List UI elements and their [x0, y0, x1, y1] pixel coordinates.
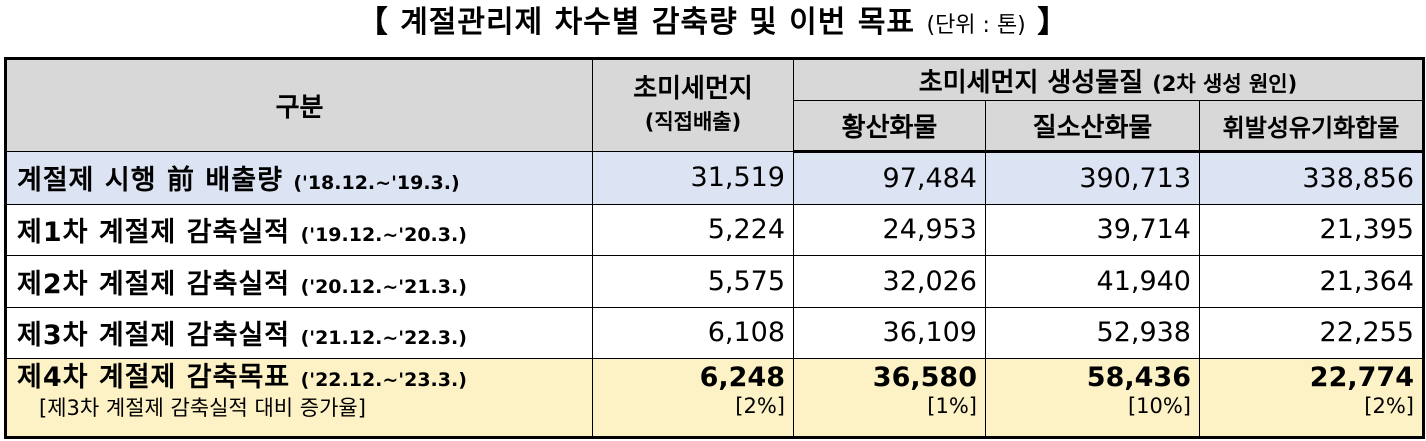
header-sox: 황산화물	[793, 100, 986, 153]
row-label: 제1차 계절제 감축실적 ('19.12.~'20.3.)	[5, 203, 593, 257]
header-pm-direct-sub: (직접배출)	[644, 109, 742, 134]
cell-sox: 36,109	[793, 306, 986, 360]
rate-sox: [1%]	[927, 394, 977, 419]
cell-pm: 5,224	[592, 203, 794, 257]
emission-table: 구분 초미세먼지 (직접배출) 초미세먼지 생성물질 (2차 생성 원인) 황산…	[4, 57, 1425, 439]
title-unit: (단위 : 톤)	[926, 13, 1026, 38]
cell-pm: 5,575	[592, 255, 794, 308]
row-label: 계절제 시행 前 배출량 ('18.12.~'19.3.)	[5, 150, 593, 205]
cell-voc: 338,856	[1199, 150, 1424, 205]
rate-pm: [2%]	[735, 394, 785, 419]
cell-sox: 32,026	[793, 255, 986, 308]
cell-pm: 31,519	[592, 150, 794, 205]
rate-voc: [2%]	[1364, 394, 1414, 419]
target-cell-sox: 36,580 [1%]	[793, 358, 986, 438]
header-pm-direct-label: 초미세먼지	[633, 73, 753, 104]
target-cell-pm: 6,248 [2%]	[592, 358, 794, 438]
rate-nox: [10%]	[1127, 394, 1191, 419]
header-category: 구분	[5, 58, 593, 152]
table-row: 제2차 계절제 감축실적 ('20.12.~'21.3.) 5,575 32,0…	[5, 255, 1424, 308]
cell-voc: 21,364	[1199, 255, 1424, 308]
header-precursor-label: 초미세먼지 생성물질	[918, 67, 1144, 98]
target-cell-voc: 22,774 [2%]	[1199, 358, 1424, 438]
header-precursor-group: 초미세먼지 생성물질 (2차 생성 원인)	[793, 57, 1424, 102]
cell-nox: 39,714	[985, 203, 1200, 257]
cell-nox: 390,713	[985, 150, 1200, 205]
target-note: [제3차 계절제 감축실적 대비 증가율]	[39, 396, 366, 421]
page-title: 【 계절관리제 차수별 감축량 및 이번 목표 (단위 : 톤) 】	[0, 0, 1426, 52]
cell-voc: 21,395	[1199, 203, 1424, 257]
cell-nox: 41,940	[985, 255, 1200, 308]
header-precursor-note: (2차 생성 원인)	[1152, 71, 1298, 96]
header-nox: 질소산화물	[985, 100, 1200, 153]
cell-pm: 6,108	[592, 306, 794, 360]
row-label: 제2차 계절제 감축실적 ('20.12.~'21.3.)	[5, 255, 593, 308]
header-row-2: 황산화물 질소산화물 휘발성유기화합물	[6, 100, 1424, 153]
target-cell-nox: 58,436 [10%]	[985, 358, 1200, 438]
title-main: 【 계절관리제 차수별 감축량 및 이번 목표	[357, 5, 916, 40]
table-row: 계절제 시행 前 배출량 ('18.12.~'19.3.) 31,519 97,…	[5, 150, 1424, 205]
header-row-1: 구분 초미세먼지 (직접배출) 초미세먼지 생성물질 (2차 생성 원인)	[5, 57, 1424, 152]
cell-sox: 24,953	[793, 203, 986, 257]
header-pm-direct: 초미세먼지 (직접배출)	[592, 58, 794, 152]
title-close: 】	[1037, 5, 1069, 40]
cell-nox: 52,938	[985, 306, 1200, 360]
cell-voc: 22,255	[1199, 306, 1424, 360]
table-row: 제1차 계절제 감축실적 ('19.12.~'20.3.) 5,224 24,9…	[5, 203, 1424, 257]
header-voc: 휘발성유기화합물	[1199, 100, 1424, 153]
row-label: 제3차 계절제 감축실적 ('21.12.~'22.3.)	[5, 306, 593, 360]
target-row: 제4차 계절제 감축목표 ('22.12.~'23.3.) [제3차 계절제 감…	[5, 358, 1424, 438]
cell-sox: 97,484	[793, 150, 986, 205]
target-label: 제4차 계절제 감축목표 ('22.12.~'23.3.) [제3차 계절제 감…	[5, 358, 593, 438]
table-row: 제3차 계절제 감축실적 ('21.12.~'22.3.) 6,108 36,1…	[5, 306, 1424, 360]
